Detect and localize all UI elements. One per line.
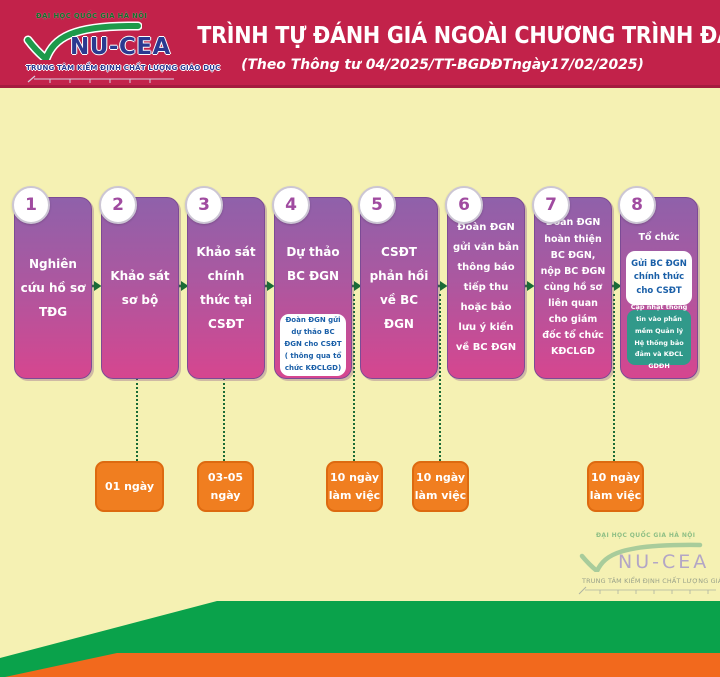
duration-box-4: 10 ngày làm việc	[412, 461, 469, 512]
dotted-connector-5	[613, 294, 615, 461]
step-4-number: 4	[272, 186, 310, 224]
watermark-rule-decoration	[578, 586, 716, 595]
logo-rule-decoration	[27, 75, 174, 83]
page-title: TRÌNH TỰ ĐÁNH GIÁ NGOÀI CHƯƠNG TRÌNH ĐÀO…	[197, 23, 720, 49]
header-bar: ĐẠI HỌC QUỐC GIA HÀ NỘI NU-CEA TRUNG TÂM…	[0, 0, 720, 88]
step-8-number: 8	[618, 186, 656, 224]
step-5-label: CSĐT phản hồi về BC ĐGN	[369, 245, 429, 331]
page-subtitle: (Theo Thông tư 04/2025/TT-BGDĐTngày17/02…	[241, 57, 644, 73]
step-1-label: Nghiên cứu hồ sơ TĐG	[20, 257, 86, 319]
footer-bands	[0, 601, 720, 677]
logo-university-name: ĐẠI HỌC QUỐC GIA HÀ NỘI	[36, 12, 148, 20]
watermark-swoosh-icon	[579, 542, 703, 572]
step-8: 8 Tổ chức KĐCLGD Gửi BC ĐGN chính thức c…	[618, 186, 698, 379]
logo-center-name: TRUNG TÂM KIỂM ĐỊNH CHẤT LƯỢNG GIÁO DỤC	[26, 64, 221, 72]
duration-box-3: 10 ngày làm việc	[326, 461, 383, 512]
step-2-box: Khảo sát sơ bộ	[101, 197, 179, 379]
step-7: 7 Đoàn ĐGN hoàn thiện BC ĐGN, nộp BC ĐGN…	[532, 186, 612, 379]
vnu-cea-logo: ĐẠI HỌC QUỐC GIA HÀ NỘI NU-CEA TRUNG TÂM…	[20, 8, 220, 84]
step-3: 3 Khảo sát chính thức tại CSĐT	[185, 186, 265, 379]
watermark-brand-text: NU-CEA	[618, 551, 710, 573]
step-2: 2 Khảo sát sơ bộ	[99, 186, 179, 379]
watermark-logo: ĐẠI HỌC QUỐC GIA HÀ NỘI NU-CEA TRUNG TÂM…	[568, 524, 720, 598]
step-4: 4 Dự thảo BC ĐGN Đoàn ĐGN gửi dự thảo BC…	[272, 186, 352, 379]
step-1: 1 Nghiên cứu hồ sơ TĐG	[12, 186, 92, 379]
step-4-label: Dự thảo BC ĐGN	[286, 245, 340, 283]
step-6-label: Đoàn ĐGN gửi văn bản thông báo tiếp thu …	[452, 222, 520, 353]
dotted-connector-4	[439, 294, 441, 461]
step-6-box: Đoàn ĐGN gửi văn bản thông báo tiếp thu …	[447, 197, 525, 379]
step-3-number: 3	[185, 186, 223, 224]
step-8-note-2: Cập nhật thông tin vào phần mềm Quản lý …	[627, 303, 691, 370]
step-7-label: Đoàn ĐGN hoàn thiện BC ĐGN, nộp BC ĐGN c…	[540, 217, 606, 358]
watermark-center-name: TRUNG TÂM KIỂM ĐỊNH CHẤT LƯỢNG GIÁO DỤC	[582, 577, 720, 585]
duration-box-2: 03-05 ngày	[197, 461, 254, 512]
step-1-number: 1	[12, 186, 50, 224]
dotted-connector-3	[353, 294, 355, 461]
step-4-note: Đoàn ĐGN gửi dự thảo BC ĐGN cho CSĐT ( t…	[280, 314, 346, 376]
step-5-box: CSĐT phản hồi về BC ĐGN	[360, 197, 438, 379]
step-6-number: 6	[445, 186, 483, 224]
step-7-box: Đoàn ĐGN hoàn thiện BC ĐGN, nộp BC ĐGN c…	[534, 197, 612, 379]
duration-box-1: 01 ngày	[95, 461, 164, 512]
step-5-number: 5	[358, 186, 396, 224]
step-4-box: Dự thảo BC ĐGN Đoàn ĐGN gửi dự thảo BC Đ…	[274, 197, 352, 379]
step-3-box: Khảo sát chính thức tại CSĐT	[187, 197, 265, 379]
step-1-box: Nghiên cứu hồ sơ TĐG	[14, 197, 92, 379]
swoosh-icon	[23, 21, 142, 60]
step-7-number: 7	[532, 186, 570, 224]
step-8-note: Gửi BC ĐGN chính thức cho CSĐT	[626, 251, 692, 305]
step-8-box: Tổ chức KĐCLGD Gửi BC ĐGN chính thức cho…	[620, 197, 698, 379]
step-5: 5 CSĐT phản hồi về BC ĐGN	[358, 186, 438, 379]
dotted-connector-1	[136, 378, 138, 461]
step-2-number: 2	[99, 186, 137, 224]
step-2-label: Khảo sát sơ bộ	[110, 269, 170, 307]
dotted-connector-2	[223, 378, 225, 461]
duration-box-5: 10 ngày làm việc	[587, 461, 644, 512]
logo-brand-text: NU-CEA	[70, 34, 171, 60]
step-3-label: Khảo sát chính thức tại CSĐT	[196, 245, 256, 331]
step-6: 6 Đoàn ĐGN gửi văn bản thông báo tiếp th…	[445, 186, 525, 379]
watermark-university-name: ĐẠI HỌC QUỐC GIA HÀ NỘI	[596, 532, 696, 539]
